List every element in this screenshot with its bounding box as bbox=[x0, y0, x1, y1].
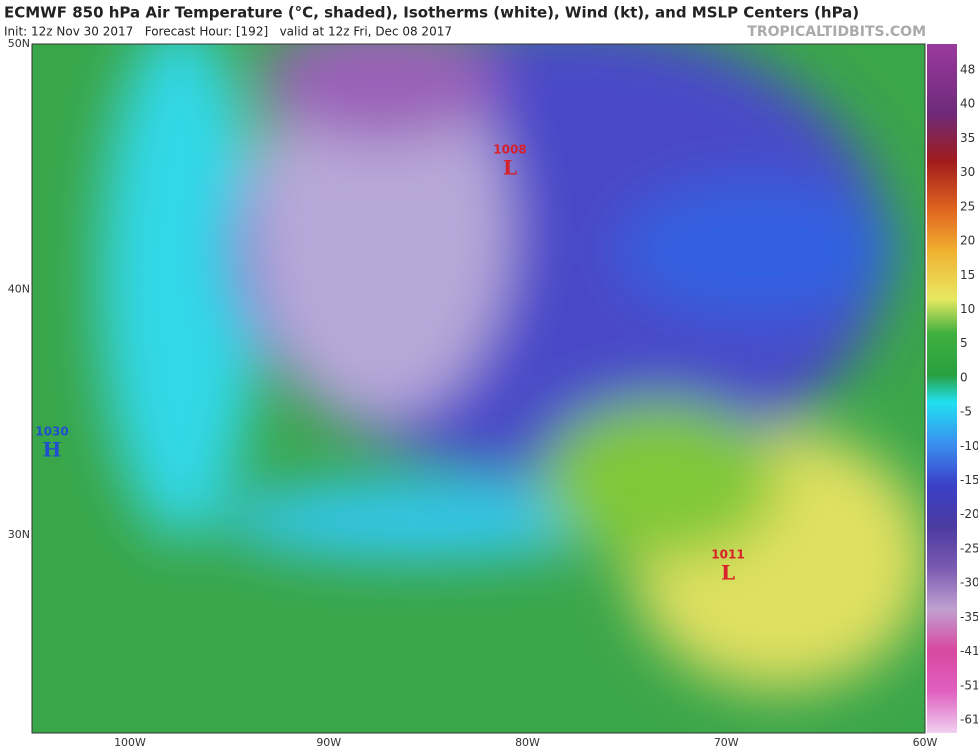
lon-label: 60W bbox=[913, 736, 938, 749]
colorbar-tick-label: 48 bbox=[960, 63, 975, 77]
map-field bbox=[32, 44, 925, 733]
colorbar-tick-label: -10 bbox=[960, 439, 978, 453]
lat-label: 50N bbox=[8, 37, 30, 50]
lon-label: 90W bbox=[316, 736, 341, 749]
pressure-value: 1008 bbox=[493, 143, 526, 157]
site-name: TROPICALTIDBITS.COM bbox=[747, 24, 926, 40]
colorbar-tick-label: 5 bbox=[960, 336, 968, 350]
map-frame bbox=[31, 43, 926, 734]
colorbar-tick-label: -30 bbox=[960, 576, 978, 590]
colorbar bbox=[927, 44, 957, 733]
pressure-value: 1011 bbox=[711, 548, 744, 562]
pressure-center-letter: L bbox=[503, 156, 517, 180]
colorbar-tick-label: -20 bbox=[960, 507, 978, 521]
lon-label: 70W bbox=[714, 736, 739, 749]
pressure-center-letter: L bbox=[721, 561, 735, 585]
colorbar-tick-label: -35 bbox=[960, 610, 978, 624]
lat-label: 40N bbox=[8, 283, 30, 296]
colorbar-tick-label: -41 bbox=[960, 644, 978, 658]
colorbar-tick-label: -25 bbox=[960, 541, 978, 555]
colorbar-tick-label: 10 bbox=[960, 302, 975, 316]
colorbar-tick-label: -51 bbox=[960, 678, 978, 692]
subtitle: Init: 12z Nov 30 2017 Forecast Hour: [19… bbox=[4, 25, 452, 39]
lat-label: 30N bbox=[8, 528, 30, 541]
colorbar-tick-label: 25 bbox=[960, 199, 975, 213]
colorbar-tick-label: 0 bbox=[960, 370, 968, 384]
colorbar-tick-label: -5 bbox=[960, 405, 972, 419]
colorbar-tick-label: 30 bbox=[960, 165, 975, 179]
lon-label: 80W bbox=[515, 736, 540, 749]
title: ECMWF 850 hPa Air Temperature (°C, shade… bbox=[4, 4, 859, 22]
colorbar-tick-label: -15 bbox=[960, 473, 978, 487]
pressure-center-letter: H bbox=[43, 438, 62, 462]
colorbar-tick-label: 15 bbox=[960, 268, 975, 282]
colorbar-tick-label: 20 bbox=[960, 234, 975, 248]
colorbar-tick-label: -61 bbox=[960, 713, 978, 727]
lon-label: 100W bbox=[114, 736, 146, 749]
colorbar-tick-label: 35 bbox=[960, 131, 975, 145]
colorbar-tick-label: 40 bbox=[960, 97, 975, 111]
pressure-value: 1030 bbox=[35, 425, 68, 439]
